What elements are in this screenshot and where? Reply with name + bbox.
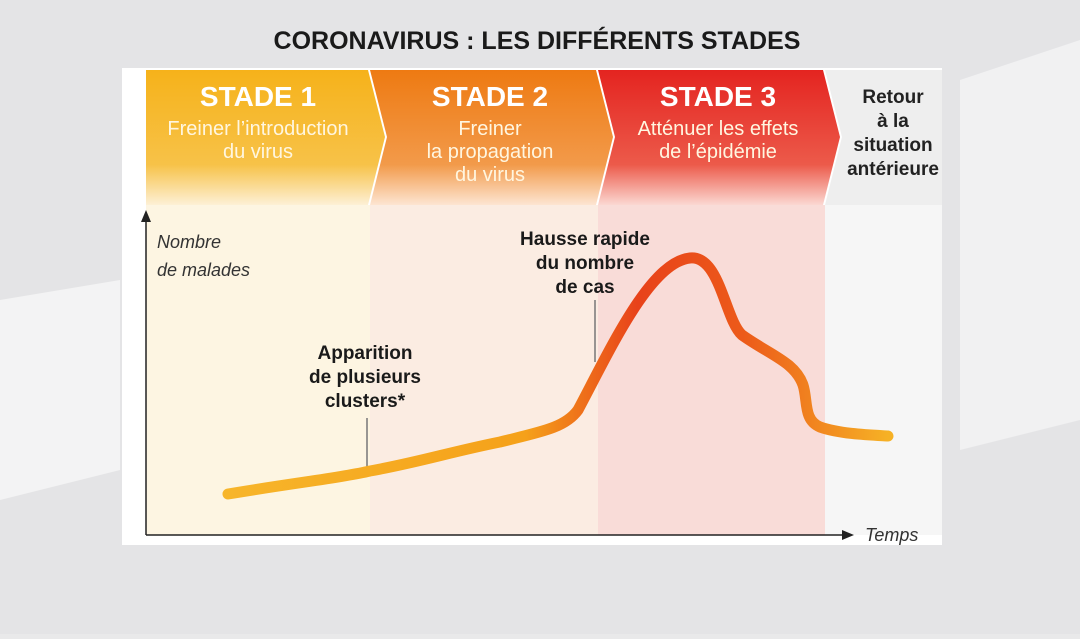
axis-arrow <box>842 530 854 540</box>
stage-subtitle: de l’épidémie <box>659 141 777 163</box>
bg-shape <box>960 40 1080 450</box>
annotation: Apparition <box>318 343 413 364</box>
stage-subtitle: du virus <box>223 141 293 163</box>
x-axis-label: Temps <box>865 525 918 545</box>
stage-subtitle: à la <box>877 111 909 132</box>
stage-header <box>146 70 385 205</box>
annotation: Hausse rapide <box>520 229 650 250</box>
axis-arrow <box>141 210 151 222</box>
stage-subtitle: la propagation <box>427 141 554 163</box>
stage-bg <box>370 205 598 535</box>
stage-header <box>598 70 840 205</box>
stage-bg <box>825 205 942 535</box>
stage-subtitle: situation <box>853 135 932 156</box>
stage-subtitle: Freiner <box>458 118 522 140</box>
bg-shape <box>0 280 120 500</box>
annotation: de plusieurs <box>309 367 421 388</box>
stage-title: STADE 2 <box>432 81 548 112</box>
stage-subtitle: Freiner l’introduction <box>167 118 348 140</box>
stage-header <box>825 70 942 205</box>
stage-subtitle: antérieure <box>847 159 939 180</box>
stage-subtitle: du virus <box>455 164 525 186</box>
stage-header <box>370 70 613 205</box>
title: CORONAVIRUS : LES DIFFÉRENTS STADES <box>274 26 801 55</box>
stage-title: STADE 1 <box>200 81 316 112</box>
stage-title: STADE 3 <box>660 81 776 112</box>
stage-subtitle: Atténuer les effets <box>638 118 799 140</box>
annotation: clusters* <box>325 391 406 412</box>
stage-subtitle: Retour <box>862 87 924 108</box>
annotation: de cas <box>555 277 614 298</box>
y-axis-label: Nombre <box>157 232 221 252</box>
curve <box>222 252 894 500</box>
y-axis-label: de malades <box>157 260 250 280</box>
annotation: du nombre <box>536 253 634 274</box>
